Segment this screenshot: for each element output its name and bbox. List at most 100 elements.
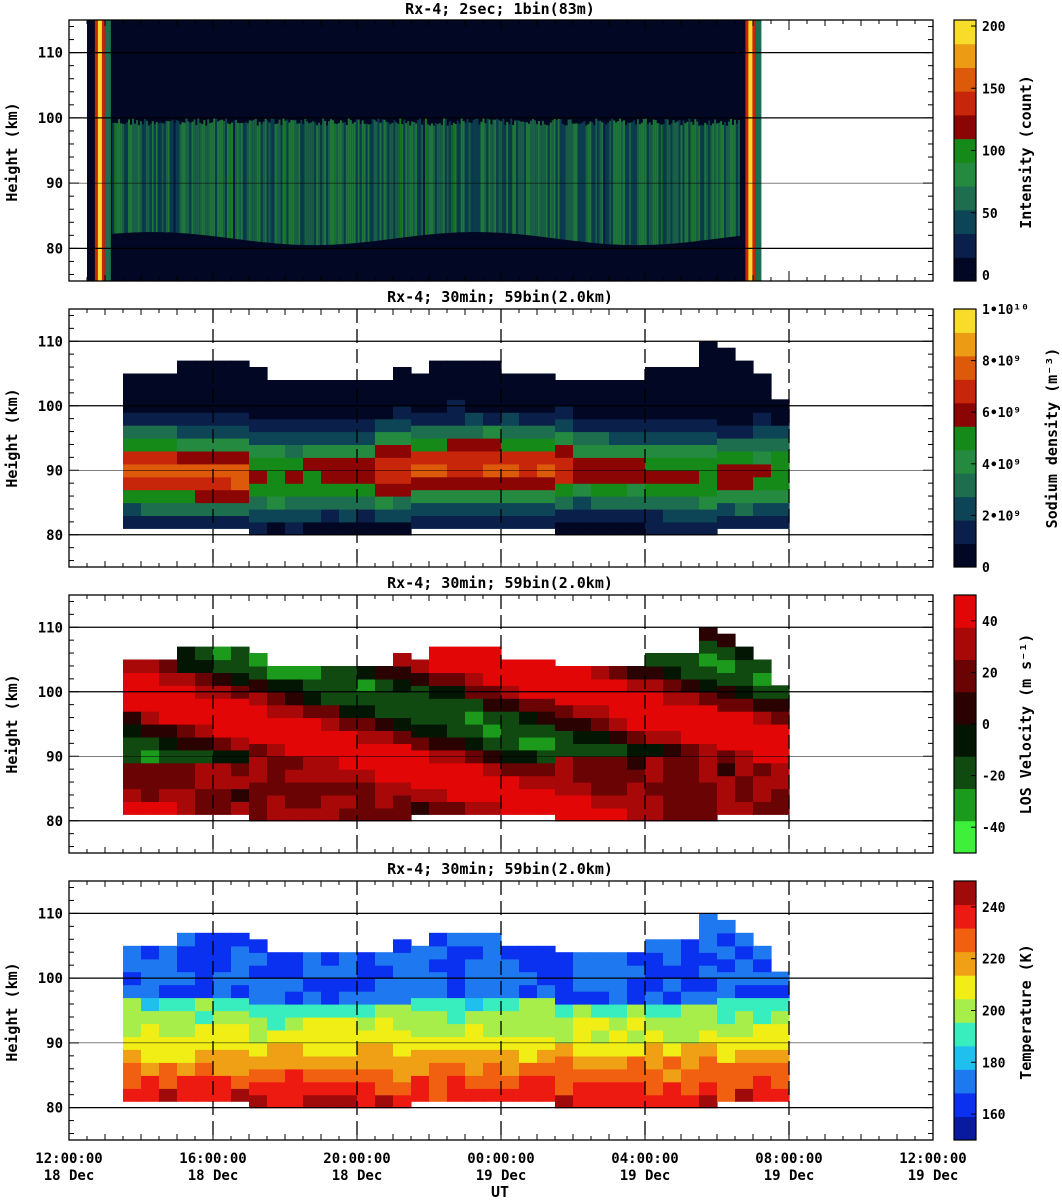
heatmap-cell <box>177 515 196 529</box>
heatmap-cell <box>717 360 736 375</box>
intensity-stripe <box>472 120 475 232</box>
colorbar-segment <box>954 91 976 116</box>
heatmap-cell <box>303 418 322 433</box>
intensity-stripe <box>433 125 435 235</box>
heatmap-cell <box>645 952 664 966</box>
heatmap-cell <box>123 1049 142 1063</box>
heatmap-cell <box>681 653 700 667</box>
intensity-stripe <box>508 124 511 234</box>
heatmap-cell <box>249 367 268 381</box>
heatmap-cell <box>645 1068 664 1083</box>
heatmap-cell <box>573 743 592 757</box>
intensity-stripe <box>591 122 594 243</box>
intensity-stripe <box>387 122 390 240</box>
heatmap-cell <box>591 743 610 757</box>
heatmap-cell <box>375 405 394 420</box>
heatmap-cell <box>213 515 232 529</box>
heatmap-cell <box>591 678 610 693</box>
heatmap-cell <box>645 807 664 822</box>
heatmap-cell <box>681 496 700 510</box>
heatmap-cell <box>393 1029 412 1044</box>
heatmap-cell <box>249 717 268 731</box>
heatmap-cell <box>177 736 196 751</box>
heatmap-cell <box>411 775 430 790</box>
heatmap-cell <box>285 795 304 809</box>
heatmap-cell <box>717 698 736 712</box>
heatmap-cell <box>681 367 700 381</box>
heatmap-cell <box>699 1004 718 1018</box>
heatmap-cell <box>303 1081 322 1096</box>
heatmap-cell <box>195 1049 214 1063</box>
heatmap-cell <box>411 1023 430 1038</box>
intensity-stripe <box>737 120 740 236</box>
heatmap-cell <box>285 392 304 407</box>
heatmap-cell <box>159 945 178 960</box>
intensity-stripe <box>652 119 655 245</box>
heatmap-cell <box>609 1068 628 1083</box>
heatmap-cell <box>483 1010 502 1025</box>
intensity-stripe <box>583 121 586 242</box>
heatmap-cell <box>411 412 430 426</box>
intensity-stripe <box>520 121 523 235</box>
heatmap-cell <box>249 1004 268 1018</box>
heatmap-cell <box>213 425 232 439</box>
heatmap-cell <box>195 659 214 673</box>
heatmap-cell <box>285 991 304 1005</box>
heatmap-cell <box>555 965 574 979</box>
heatmap-cell <box>519 762 538 777</box>
heatmap-cell <box>573 444 592 458</box>
heatmap-cell <box>663 991 682 1005</box>
heatmap-cell <box>141 1010 160 1025</box>
heatmap-cell <box>249 496 268 510</box>
heatmap-cell <box>537 438 556 452</box>
heatmap-cell <box>213 502 232 516</box>
heatmap-cell <box>411 788 430 802</box>
heatmap-cell <box>717 633 736 648</box>
heatmap-cell <box>681 769 700 783</box>
intensity-stripe <box>308 123 311 245</box>
heatmap-cell <box>393 730 412 744</box>
heatmap-cell <box>285 431 304 445</box>
heatmap-cell <box>645 991 664 1005</box>
heatmap-cell <box>429 984 448 999</box>
heatmap-cell <box>645 965 664 979</box>
heatmap-cell <box>267 704 286 719</box>
intensity-stripe <box>526 122 528 236</box>
heatmap-cell <box>375 508 394 523</box>
heatmap-cell <box>213 489 232 504</box>
heatmap-cell <box>393 1068 412 1083</box>
heatmap-cell <box>555 1017 574 1031</box>
heatmap-cell <box>717 373 736 387</box>
heatmap-cell <box>447 1049 466 1063</box>
heatmap-cell <box>663 743 682 757</box>
heatmap-cell <box>627 1094 646 1109</box>
heatmap-cell <box>213 1062 232 1076</box>
heatmap-cell <box>519 724 538 738</box>
heatmap-cell <box>663 1029 682 1044</box>
heatmap-cell <box>447 502 466 516</box>
heatmap-cell <box>519 945 538 960</box>
heatmap-cell <box>537 412 556 426</box>
heatmap-cell <box>195 646 214 661</box>
heatmap-cell <box>717 932 736 947</box>
heatmap-cell <box>231 736 250 751</box>
heatmap-cell <box>249 782 268 796</box>
heatmap-cell <box>429 659 448 673</box>
heatmap-cell <box>555 743 574 757</box>
intensity-stripe <box>262 121 265 243</box>
heatmap-cell <box>249 1055 268 1070</box>
heatmap-cell <box>645 1094 664 1109</box>
intensity-stripe <box>264 118 267 243</box>
heatmap-cell <box>699 926 718 940</box>
heatmap-cell <box>663 431 682 445</box>
intensity-stripe <box>161 123 164 233</box>
heatmap-cell <box>717 450 736 465</box>
intensity-stripe <box>337 123 340 245</box>
heatmap-cell <box>519 1049 538 1063</box>
heatmap-cell <box>537 386 556 400</box>
heatmap-cell <box>465 659 484 673</box>
heatmap-cell <box>591 795 610 809</box>
heatmap-cell <box>735 1023 754 1038</box>
intensity-stripe <box>155 122 158 233</box>
intensity-stripe <box>460 118 463 233</box>
